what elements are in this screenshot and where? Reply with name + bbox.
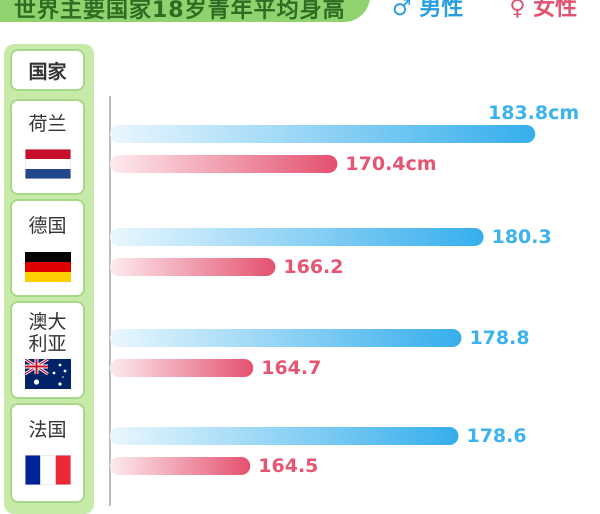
title-banner	[0, 0, 370, 22]
australia-flag-icon	[25, 359, 71, 389]
data-label-male-1: 180.3	[492, 226, 552, 248]
france-flag-icon	[25, 455, 71, 485]
country-column-header: 国家	[10, 49, 85, 91]
bar-chart: 183.8cm 180.3 178.8 178.6 170.4cm 166.2 164.7 1…	[110, 102, 579, 477]
data-label-female-1: 166.2	[283, 256, 343, 278]
data-label-male-0: 183.8cm	[488, 102, 579, 124]
bar-female-2	[110, 359, 254, 377]
country-name-australia-line2: 利亚	[28, 333, 67, 355]
netherlands-flag-icon	[25, 149, 71, 179]
country-name-netherlands: 荷兰	[28, 113, 67, 135]
bar-male-0	[110, 125, 536, 143]
data-label-male-2: 178.8	[469, 327, 529, 349]
country-box-netherlands: 荷兰	[10, 99, 85, 195]
chart-title: 世界主要国家18岁青年平均身高	[14, 0, 346, 23]
bar-male-3	[110, 427, 459, 445]
bar-male-1	[110, 228, 484, 246]
bar-female-1	[110, 258, 276, 276]
data-label-male-3: 178.6	[466, 425, 526, 447]
country-name-france: 法国	[28, 419, 67, 441]
bar-female-0	[110, 155, 338, 173]
data-label-female-0: 170.4cm	[345, 153, 436, 175]
country-name-germany: 德国	[28, 215, 67, 237]
category-axis-line	[109, 96, 111, 506]
data-label-female-2: 164.7	[261, 357, 321, 379]
data-label-female-3: 164.5	[258, 455, 318, 477]
country-box-australia: 澳大 利亚	[10, 301, 85, 399]
bar-female-3	[110, 457, 251, 475]
country-box-germany: 德国	[10, 199, 85, 297]
country-name-australia-line1: 澳大	[28, 311, 67, 333]
bar-male-2	[110, 329, 462, 347]
germany-flag-icon	[25, 252, 71, 282]
country-box-france: 法国	[10, 403, 85, 503]
